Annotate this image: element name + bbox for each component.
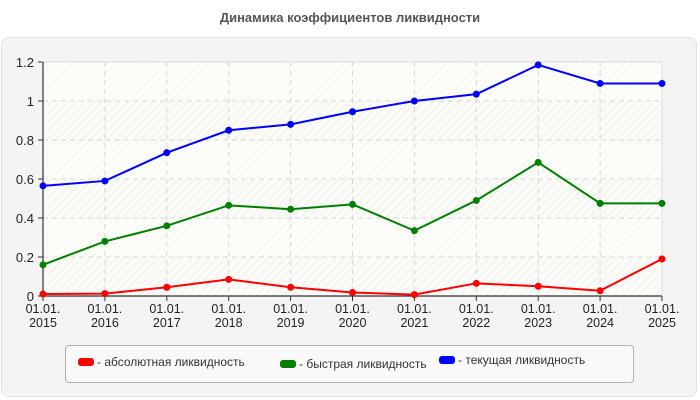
data-point[interactable] [163,222,171,230]
legend-swatch-blue [439,356,455,364]
y-tick-label: 0.2 [16,250,34,265]
legend-swatch-red [78,358,94,366]
legend-label: - абсолютная ликвидность [97,355,245,369]
legend-label: - быстрая ликвидность [299,357,427,371]
data-point[interactable] [101,237,109,245]
data-point[interactable] [596,199,604,207]
data-point[interactable] [225,275,233,283]
data-point[interactable] [410,97,418,105]
data-point[interactable] [472,279,480,287]
data-point[interactable] [472,196,480,204]
legend-item-absolute: - абсолютная ликвидность [78,355,245,369]
data-point[interactable] [534,282,542,290]
data-point[interactable] [39,261,47,269]
data-point[interactable] [349,108,356,116]
y-tick-label: 1 [27,94,34,109]
y-tick-label: 0.8 [16,133,34,148]
data-point[interactable] [287,120,295,128]
x-tick-label: 2019 [277,316,305,330]
data-point[interactable] [163,283,171,291]
x-tick-label: 2025 [648,316,676,330]
x-tick-label: 01.01. [335,302,370,316]
x-tick-label: 01.01. [211,302,246,316]
y-tick-label: 0.6 [16,172,34,187]
legend: - абсолютная ликвидность - быстрая ликви… [65,345,634,383]
x-tick-label: 2024 [586,316,614,330]
data-point[interactable] [596,287,604,295]
legend-swatch-green [280,360,296,368]
x-tick-label: 01.01. [645,302,680,316]
data-point[interactable] [658,255,666,263]
data-point[interactable] [225,126,233,134]
legend-item-quick: - быстрая ликвидность [280,357,427,371]
x-tick-label: 2016 [91,316,119,330]
data-point[interactable] [39,290,47,298]
data-point[interactable] [410,227,418,235]
plot-area: 00.20.40.60.811.201.01.201501.01.201601.… [16,55,679,330]
x-tick-label: 01.01. [459,302,494,316]
data-point[interactable] [534,158,542,166]
x-tick-label: 01.01. [583,302,618,316]
x-tick-label: 2018 [215,316,243,330]
x-tick-label: 2015 [29,316,57,330]
data-point[interactable] [39,182,47,190]
x-tick-label: 01.01. [273,302,308,316]
x-tick-label: 2022 [462,316,490,330]
x-tick-label: 2021 [400,316,428,330]
x-tick-label: 2023 [524,316,552,330]
x-tick-label: 2020 [339,316,367,330]
data-point[interactable] [287,205,295,213]
data-point[interactable] [410,291,418,299]
data-point[interactable] [101,177,109,185]
y-tick-label: 1.2 [16,55,34,70]
data-point[interactable] [349,200,356,208]
legend-item-current: - текущая ликвидность [439,353,585,367]
x-tick-label: 01.01. [88,302,123,316]
data-point[interactable] [658,199,666,207]
x-tick-label: 01.01. [149,302,184,316]
y-tick-label: 0 [27,289,34,304]
data-point[interactable] [287,283,295,291]
data-point[interactable] [101,290,109,298]
data-point[interactable] [349,288,356,296]
chart-title: Динамика коэффициентов ликвидности [219,10,481,25]
legend-label: - текущая ликвидность [458,353,586,367]
data-point[interactable] [163,149,171,157]
data-point[interactable] [658,79,666,87]
x-tick-label: 01.01. [521,302,556,316]
y-tick-label: 0.4 [16,211,34,226]
data-point[interactable] [225,201,233,209]
data-point[interactable] [596,79,604,87]
data-point[interactable] [472,90,480,98]
data-point[interactable] [534,61,542,69]
x-tick-label: 01.01. [26,302,61,316]
x-tick-label: 01.01. [397,302,432,316]
x-tick-label: 2017 [153,316,181,330]
